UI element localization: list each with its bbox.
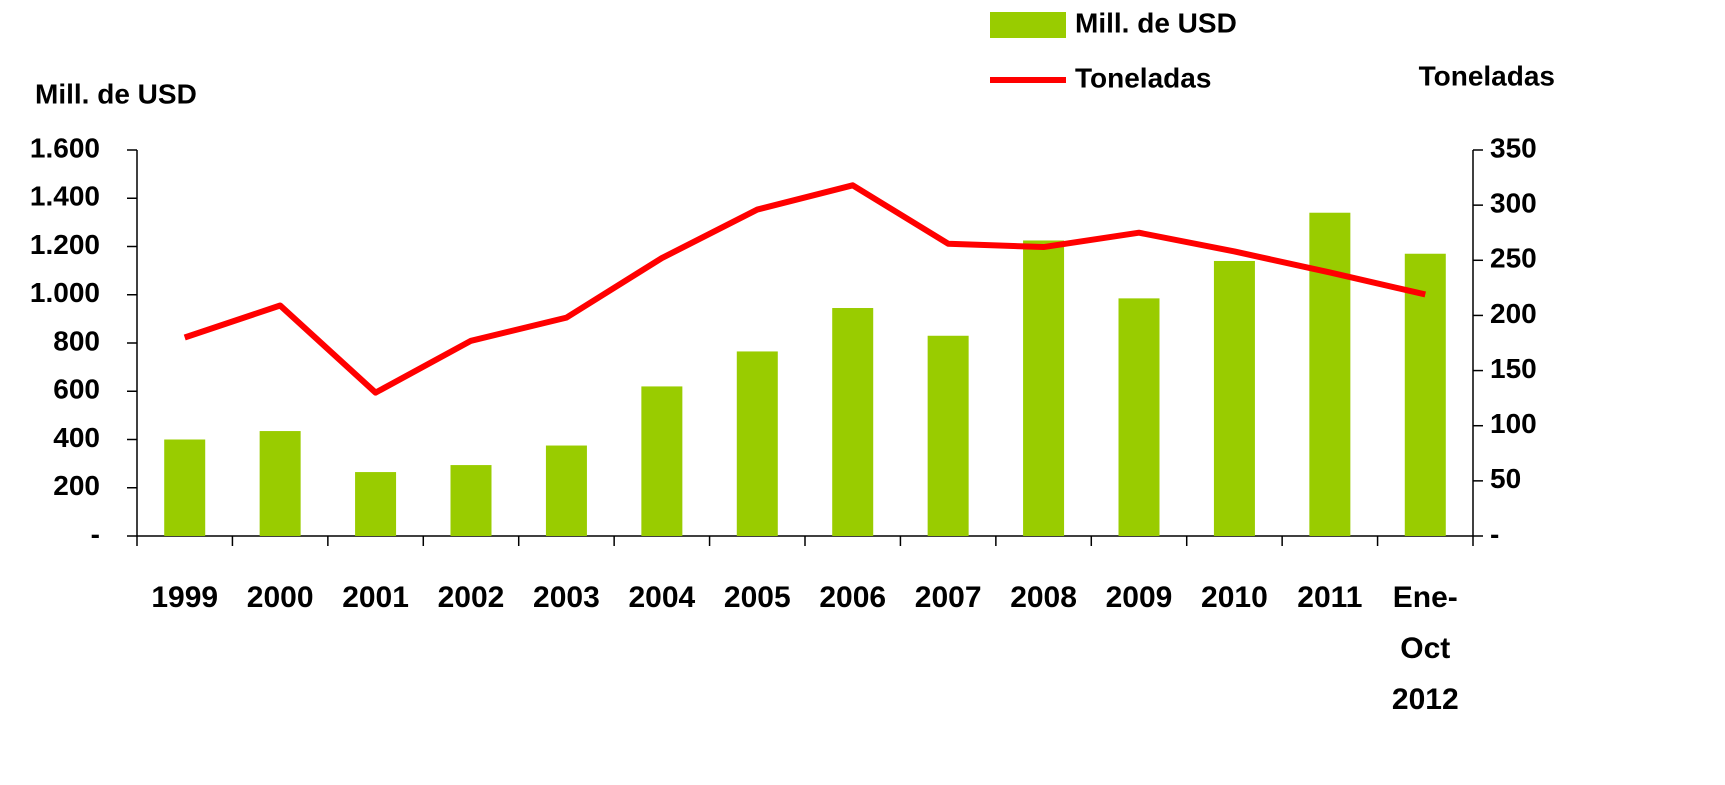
x-tick-label: 2009 bbox=[1105, 581, 1173, 614]
bar bbox=[545, 445, 587, 536]
x-tick-label: 2004 bbox=[628, 581, 696, 614]
y2-tick-label: 150 bbox=[1490, 353, 1537, 384]
y2-tick-label: 200 bbox=[1490, 298, 1537, 329]
y2-tick-label: 100 bbox=[1490, 408, 1537, 439]
line bbox=[183, 182, 1426, 396]
bar bbox=[1118, 298, 1160, 536]
legend-swatch bbox=[990, 12, 1066, 38]
bar bbox=[355, 472, 397, 536]
y-tick-label: 1.000 bbox=[30, 277, 100, 308]
y-tick-label: 400 bbox=[53, 422, 100, 453]
bar bbox=[927, 335, 969, 536]
y-tick-label: 200 bbox=[53, 470, 100, 501]
bar bbox=[1213, 260, 1255, 536]
x-tick-label: 2010 bbox=[1201, 581, 1268, 614]
x-tick-label: 2000 bbox=[246, 581, 314, 614]
x-tick-label: Ene-Oct 2012 bbox=[1391, 581, 1459, 716]
bar bbox=[164, 439, 206, 536]
y-tick-label: 1.400 bbox=[30, 181, 100, 212]
bar bbox=[641, 386, 683, 536]
x-tick-label: 2005 bbox=[723, 581, 791, 614]
y-tick-label: 1.600 bbox=[30, 132, 100, 163]
bar bbox=[832, 308, 874, 536]
bar bbox=[259, 431, 301, 536]
x-tick-label: 2006 bbox=[819, 581, 887, 614]
x-tick-label: 2008 bbox=[1010, 581, 1077, 614]
y2-axis-title: Toneladas bbox=[1419, 60, 1555, 91]
y2-tick-label: 50 bbox=[1490, 463, 1521, 494]
y2-tick-label: 300 bbox=[1490, 188, 1537, 219]
y-axis-title: Mill. de USD bbox=[35, 78, 197, 109]
legend-label: Toneladas bbox=[1075, 62, 1211, 93]
bar bbox=[736, 351, 778, 536]
y-tick-label: 800 bbox=[53, 325, 100, 356]
y2-tick-label: - bbox=[1490, 518, 1499, 549]
bar bbox=[1404, 253, 1446, 537]
y2-tick-label: 350 bbox=[1490, 132, 1537, 163]
bar bbox=[450, 465, 492, 536]
x-tick-label: 2003 bbox=[533, 581, 600, 614]
x-tick-label: 2011 bbox=[1297, 581, 1363, 614]
x-tick-label: 2002 bbox=[437, 581, 505, 614]
x-tick-label: 1999 bbox=[151, 581, 219, 614]
x-tick-label: 2007 bbox=[914, 581, 982, 614]
bar bbox=[1023, 240, 1065, 536]
legend-label: Mill. de USD bbox=[1075, 7, 1237, 38]
y-tick-label: 1.200 bbox=[30, 229, 100, 260]
y2-tick-label: 250 bbox=[1490, 243, 1537, 274]
bar bbox=[1309, 212, 1351, 536]
y-tick-label: 600 bbox=[53, 374, 100, 405]
y-tick-label: - bbox=[91, 518, 100, 549]
x-tick-label: 2001 bbox=[342, 581, 409, 614]
